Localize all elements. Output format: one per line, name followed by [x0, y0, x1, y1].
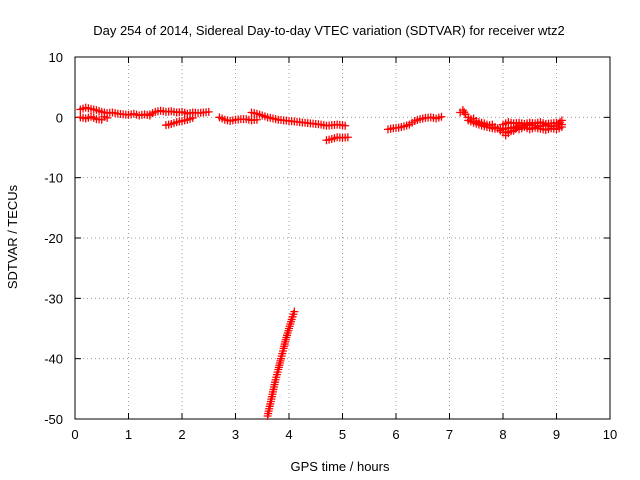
x-tick-label: 8: [499, 427, 506, 442]
x-tick-label: 5: [339, 427, 346, 442]
x-tick-label: 7: [446, 427, 453, 442]
y-tick-label: -30: [44, 291, 63, 306]
x-tick-label: 4: [285, 427, 292, 442]
y-tick-label: 0: [56, 110, 63, 125]
y-tick-label: -10: [44, 171, 63, 186]
x-tick-label: 0: [71, 427, 78, 442]
chart-title: Day 254 of 2014, Sidereal Day-to-day VTE…: [93, 23, 565, 38]
x-tick-label: 3: [232, 427, 239, 442]
data-point-marker: [554, 119, 563, 128]
data-point-marker: [557, 116, 566, 125]
data-point-marker: [556, 118, 565, 127]
data-point-marker: [341, 121, 350, 130]
data-point-marker: [343, 133, 352, 142]
x-tick-label: 6: [392, 427, 399, 442]
x-axis-label: GPS time / hours: [291, 459, 390, 474]
data-point-marker: [509, 126, 518, 135]
x-tick-label: 2: [178, 427, 185, 442]
data-point-marker: [437, 112, 446, 121]
x-axis-ticks: 0 1 2 3 4 5 6 7 8 9 10: [71, 57, 617, 442]
y-tick-label: 10: [49, 50, 63, 65]
data-point-marker: [460, 108, 469, 117]
x-tick-label: 10: [603, 427, 617, 442]
y-tick-label: -50: [44, 412, 63, 427]
data-point-marker: [290, 307, 299, 316]
data-points: [76, 103, 566, 420]
data-point-marker: [552, 121, 561, 130]
data-point-marker: [204, 107, 213, 116]
data-point-marker: [511, 124, 520, 133]
x-tick-label: 1: [125, 427, 132, 442]
data-point-marker: [103, 113, 112, 122]
y-tick-label: -40: [44, 352, 63, 367]
y-tick-label: -20: [44, 231, 63, 246]
y-axis-label: SDTVAR / TECUs: [5, 184, 20, 289]
x-tick-label: 9: [553, 427, 560, 442]
data-point-marker: [513, 122, 522, 131]
data-point-marker: [188, 113, 197, 122]
